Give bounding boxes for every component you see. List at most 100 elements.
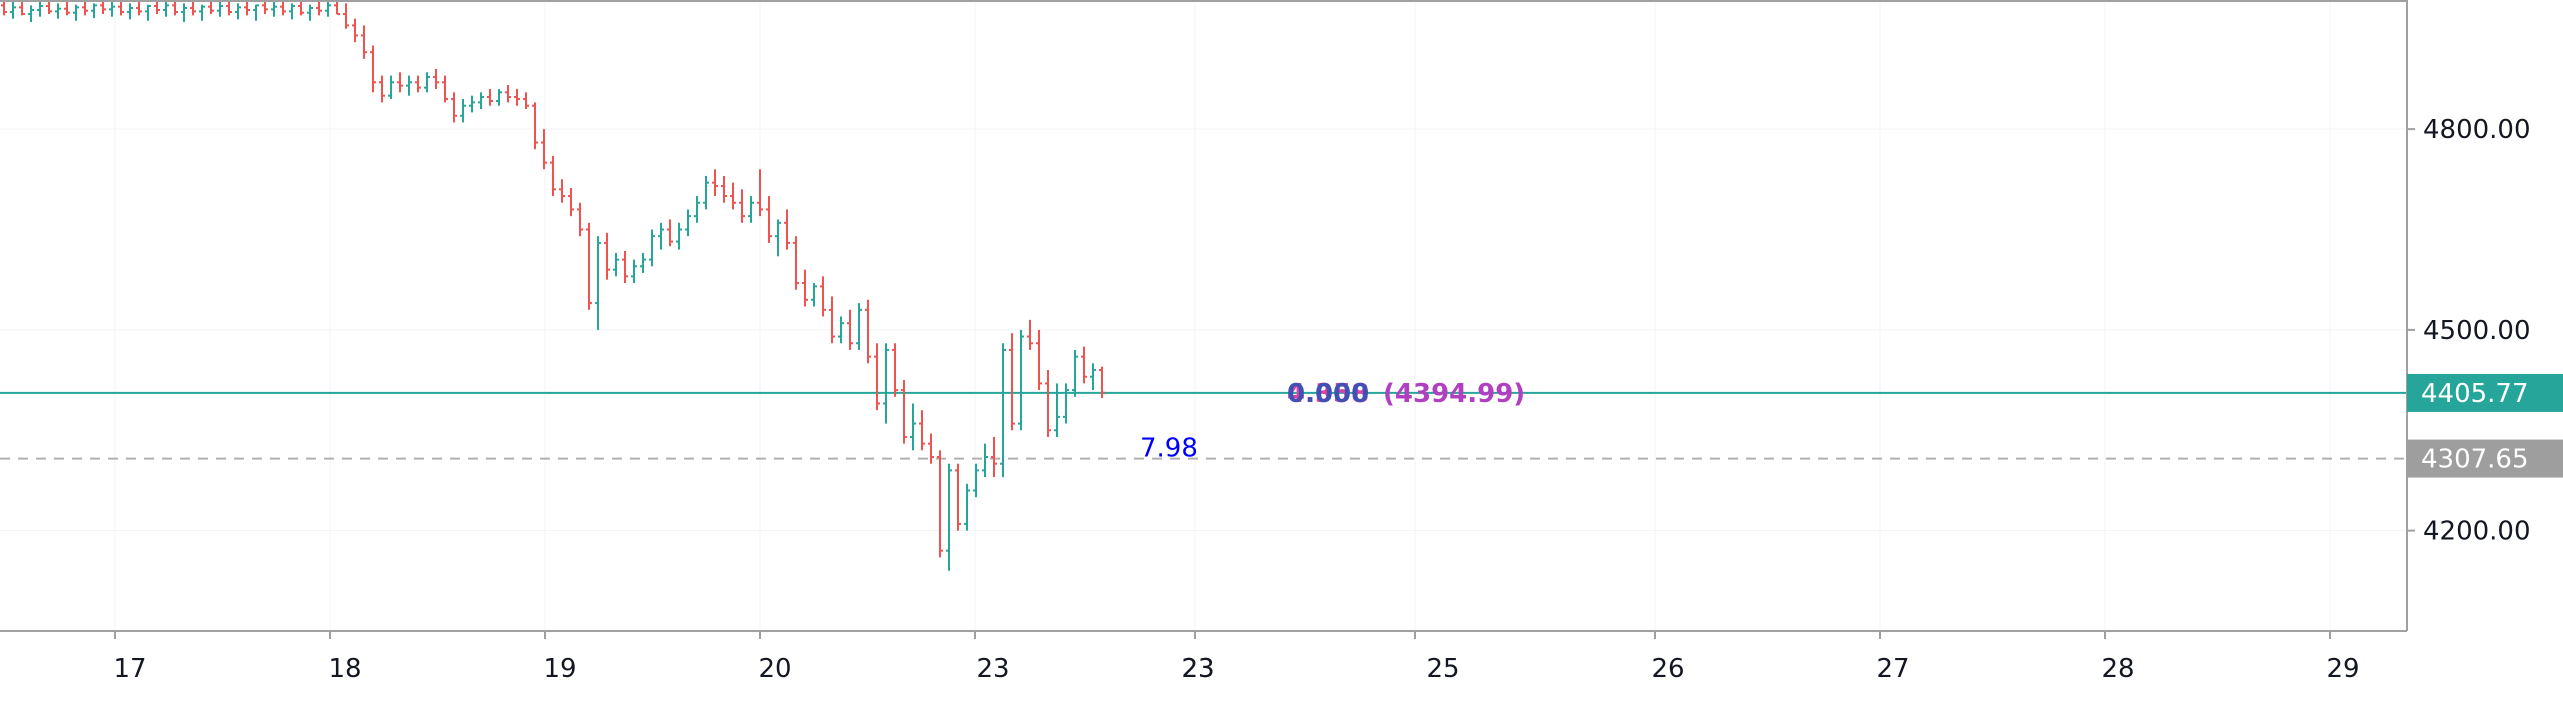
ohlc-bar bbox=[1054, 383, 1060, 437]
ohlc-bar bbox=[217, 2, 223, 17]
ohlc-bar bbox=[577, 202, 583, 237]
ohlc-bar bbox=[127, 3, 133, 20]
ohlc-bar bbox=[46, 2, 52, 15]
ohlc-bar bbox=[100, 2, 106, 15]
ohlc-bar bbox=[955, 463, 961, 531]
time-axis-label: 25 bbox=[1426, 654, 1459, 684]
ohlc-bar bbox=[640, 252, 646, 274]
ohlc-bar bbox=[694, 196, 700, 223]
price-axis[interactable]: 4200.00 4500.00 4800.00 bbox=[2407, 115, 2531, 547]
ohlc-bar bbox=[559, 179, 565, 203]
ohlc-bar bbox=[514, 88, 520, 106]
ohlc-bar bbox=[163, 2, 169, 17]
ohlc-bar bbox=[892, 343, 898, 397]
ohlc-bar bbox=[919, 410, 925, 451]
annotation-value-0-000: 0.000 bbox=[1287, 379, 1369, 409]
ohlc-bar bbox=[253, 4, 259, 21]
ohlc-bar bbox=[532, 102, 538, 150]
ohlc-bar bbox=[109, 2, 115, 17]
time-axis-label: 17 bbox=[113, 654, 146, 684]
price-labels: 4405.77 4307.65 bbox=[2407, 373, 2563, 478]
ohlc-bar bbox=[757, 169, 763, 217]
ohlc-bar bbox=[343, 3, 349, 29]
ohlc-bar bbox=[847, 309, 853, 350]
ohlc-bar bbox=[748, 196, 754, 223]
ohlc-bar bbox=[541, 129, 547, 170]
ohlc-bar bbox=[64, 2, 70, 16]
ohlc-bar bbox=[406, 75, 412, 96]
time-axis-label: 23 bbox=[1181, 654, 1214, 684]
ohlc-bar bbox=[685, 209, 691, 237]
ohlc-bar bbox=[775, 219, 781, 257]
ohlc-bar bbox=[793, 236, 799, 290]
ohlc-bar bbox=[1045, 370, 1051, 437]
ohlc-bar bbox=[883, 343, 889, 424]
ohlc-bar bbox=[811, 283, 817, 307]
ohlc-bar bbox=[28, 5, 34, 23]
plot-frame bbox=[0, 0, 2408, 632]
price-axis-label: 4800.00 bbox=[2423, 115, 2531, 145]
reference-price-label: 4307.65 bbox=[2421, 445, 2529, 475]
ohlc-bar bbox=[1090, 363, 1096, 391]
time-axis-label: 26 bbox=[1651, 654, 1684, 684]
ohlc-bar bbox=[1009, 333, 1015, 431]
ohlc-bar bbox=[307, 4, 313, 21]
ohlc-bar bbox=[37, 2, 43, 17]
time-axis-label: 20 bbox=[758, 654, 791, 684]
ohlc-bar bbox=[505, 84, 511, 103]
ohlc-bar bbox=[1081, 346, 1087, 384]
ohlc-bar bbox=[199, 4, 205, 21]
annotation-value-4-358: 4.358 bbox=[1287, 379, 1369, 409]
ohlc-bar bbox=[1099, 366, 1105, 399]
ohlc-bar bbox=[469, 95, 475, 113]
ohlc-bar bbox=[352, 18, 358, 43]
ohlc-bar bbox=[622, 250, 628, 284]
ohlc-bar bbox=[946, 463, 952, 571]
reference-price-badge bbox=[2407, 439, 2563, 478]
ohlc-bar bbox=[586, 222, 592, 310]
ohlc-bar bbox=[937, 450, 943, 558]
ohlc-bar bbox=[928, 433, 934, 464]
time-axis-label: 23 bbox=[1181, 654, 1214, 684]
ohlc-bar bbox=[145, 4, 151, 21]
ohlc-bar bbox=[433, 68, 439, 89]
ohlc-bar bbox=[712, 169, 718, 197]
ohlc-bar bbox=[982, 443, 988, 478]
grid-lines bbox=[0, 2, 2407, 631]
ohlc-bar bbox=[19, 2, 25, 16]
ohlc-bar bbox=[676, 222, 682, 250]
ohlc-bar bbox=[874, 343, 880, 411]
ohlc-bar bbox=[73, 4, 79, 21]
ohlc-bar bbox=[901, 380, 907, 444]
ohlc-bar bbox=[118, 2, 124, 16]
ohlc-bar bbox=[568, 188, 574, 217]
ohlc-bar bbox=[1000, 343, 1006, 478]
ohlc-bar bbox=[991, 436, 997, 478]
ohlc-bar bbox=[964, 483, 970, 531]
ohlc-bars bbox=[1, 2, 1105, 571]
ohlc-bar bbox=[208, 2, 214, 15]
price-axis-label: 4500.00 bbox=[2423, 316, 2531, 346]
ohlc-bar bbox=[190, 2, 196, 16]
ohlc-bar bbox=[316, 2, 322, 16]
ohlc-bar bbox=[595, 236, 601, 330]
ohlc-bar bbox=[649, 229, 655, 267]
time-axis-label: 23 bbox=[976, 654, 1009, 684]
ohlc-bar bbox=[325, 2, 331, 17]
ohlc-bar bbox=[703, 175, 709, 210]
annotation-price-4394-99: (4394.99) bbox=[1383, 379, 1525, 409]
current-price-badge bbox=[2407, 373, 2563, 412]
ohlc-bar bbox=[424, 72, 430, 93]
ohlc-bar bbox=[838, 316, 844, 344]
time-axis-label: 29 bbox=[2326, 654, 2359, 684]
ohlc-bar bbox=[451, 92, 457, 123]
ohlc-bar bbox=[766, 196, 772, 243]
ohlc-bar bbox=[235, 3, 241, 20]
ohlc-bar bbox=[181, 3, 187, 23]
ohlc-bar bbox=[1018, 329, 1024, 431]
ohlc-bar bbox=[415, 75, 421, 93]
